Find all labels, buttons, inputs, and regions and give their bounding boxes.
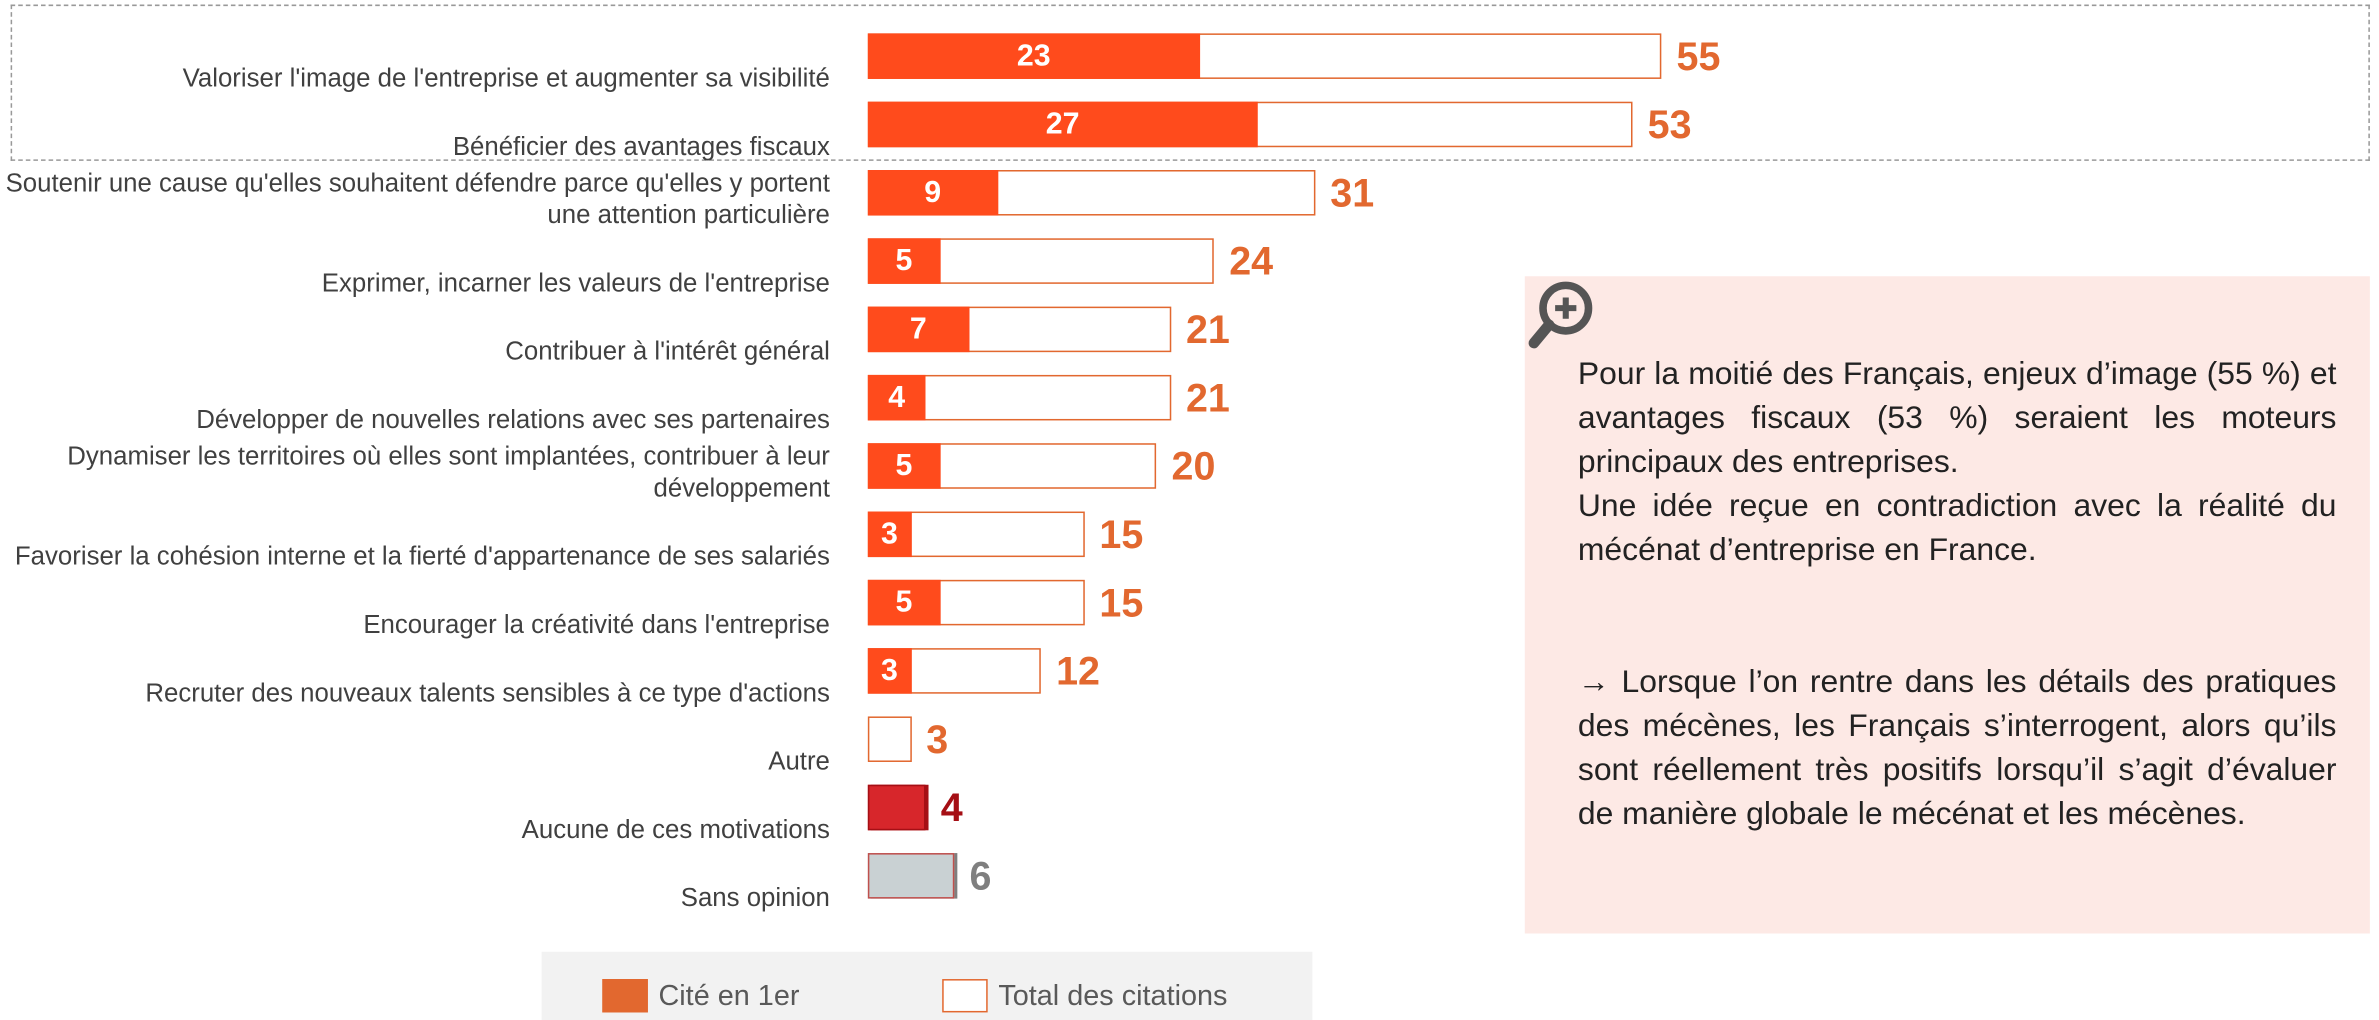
category-label: Soutenir une cause qu'elles souhaitent d… xyxy=(0,158,830,231)
first-label: 4 xyxy=(888,380,906,415)
category-label-text: Dynamiser les territoires où elles sont … xyxy=(67,441,830,503)
category-label-text: Aucune de ces motivations xyxy=(521,815,830,844)
highlight-frame xyxy=(10,4,2370,161)
first-label: 5 xyxy=(895,585,913,620)
total-label: 12 xyxy=(1056,648,1100,694)
category-label: Autre xyxy=(0,704,830,777)
first-label: 5 xyxy=(895,244,913,278)
note-text: Pour la moitié des Français, enjeux d’im… xyxy=(1577,356,2337,480)
category-label-text: Recruter des nouveaux talents sensibles … xyxy=(145,678,830,708)
category-label-text: Encourager la créativité dans l'entrepri… xyxy=(363,610,830,640)
first-label: 9 xyxy=(924,176,942,210)
category-label: Contribuer à l'intérêt général xyxy=(0,294,830,367)
category-label: Bénéficier des avantages fiscaux xyxy=(0,90,830,163)
category-label-text: Bénéficier des avantages fiscaux xyxy=(452,132,830,161)
note-text: → Lorsque l’on rentre dans les détails d… xyxy=(1577,664,2337,832)
total-bar xyxy=(867,853,955,899)
legend-swatch xyxy=(602,979,648,1013)
total-label: 20 xyxy=(1171,443,1216,489)
first-label: 3 xyxy=(881,654,898,688)
total-label: 53 xyxy=(1647,101,1692,148)
zoom-icon xyxy=(1528,281,1593,349)
category-label: Exprimer, incarner les valeurs de l'entr… xyxy=(0,226,830,299)
total-label: 55 xyxy=(1676,33,1721,79)
category-label: Favoriser la cohésion interne et la fier… xyxy=(0,499,830,572)
total-label: 21 xyxy=(1185,306,1230,353)
category-label-text: Sans opinion xyxy=(680,883,830,913)
legend-label: Cité en 1er xyxy=(658,980,800,1013)
first-label: 23 xyxy=(1016,39,1051,73)
first-bar xyxy=(867,443,940,489)
first-label: 27 xyxy=(1045,107,1080,142)
first-label: 5 xyxy=(895,449,913,483)
category-label: Aucune de ces motivations xyxy=(0,773,830,846)
first-bar xyxy=(867,374,926,421)
total-label: 3 xyxy=(926,716,949,762)
category-label: Recruter des nouveaux talents sensibles … xyxy=(0,636,830,709)
total-label: 15 xyxy=(1099,579,1144,626)
legend-swatch xyxy=(942,979,988,1013)
note-text: Une idée reçue en contradiction avec la … xyxy=(1577,488,2337,568)
total-bar xyxy=(867,784,926,831)
total-label: 6 xyxy=(969,853,992,899)
first-label: 3 xyxy=(881,517,898,551)
category-label-text: Développer de nouvelles relations avec s… xyxy=(196,405,830,435)
category-label: Valoriser l'image de l'entreprise et aug… xyxy=(0,21,830,94)
total-label: 4 xyxy=(940,784,963,831)
first-bar xyxy=(867,511,912,558)
annotation: Pour la moitié des Français, enjeux d’im… xyxy=(1524,276,2370,934)
category-label-text: Valoriser l'image de l'entreprise et aug… xyxy=(182,63,830,93)
total-bar xyxy=(867,716,912,762)
total-label: 15 xyxy=(1099,511,1144,558)
legend-label: Total des citations xyxy=(998,980,1228,1013)
category-label-text: Autre xyxy=(768,746,830,776)
category-label-text: Contribuer à l'intérêt général xyxy=(505,336,830,366)
first-bar xyxy=(867,306,969,353)
first-bar xyxy=(867,579,940,626)
first-bar xyxy=(867,170,998,216)
total-label: 24 xyxy=(1229,238,1274,284)
first-bar xyxy=(867,238,940,284)
category-label-text: Exprimer, incarner les valeurs de l'entr… xyxy=(321,268,830,298)
total-label: 31 xyxy=(1330,170,1375,216)
category-label-text: Favoriser la cohésion interne et la fier… xyxy=(14,541,830,571)
first-bar xyxy=(867,33,1200,79)
category-label: Sans opinion xyxy=(0,841,830,914)
first-bar xyxy=(867,648,912,694)
category-label: Dynamiser les territoires où elles sont … xyxy=(0,431,830,504)
first-bar xyxy=(867,101,1258,148)
legend xyxy=(541,951,1313,1020)
total-label: 21 xyxy=(1185,374,1230,421)
first-label: 7 xyxy=(909,312,927,347)
category-label: Encourager la créativité dans l'entrepri… xyxy=(0,568,830,641)
category-label-text: Soutenir une cause qu'elles souhaitent d… xyxy=(5,168,830,230)
category-label: Développer de nouvelles relations avec s… xyxy=(0,363,830,436)
